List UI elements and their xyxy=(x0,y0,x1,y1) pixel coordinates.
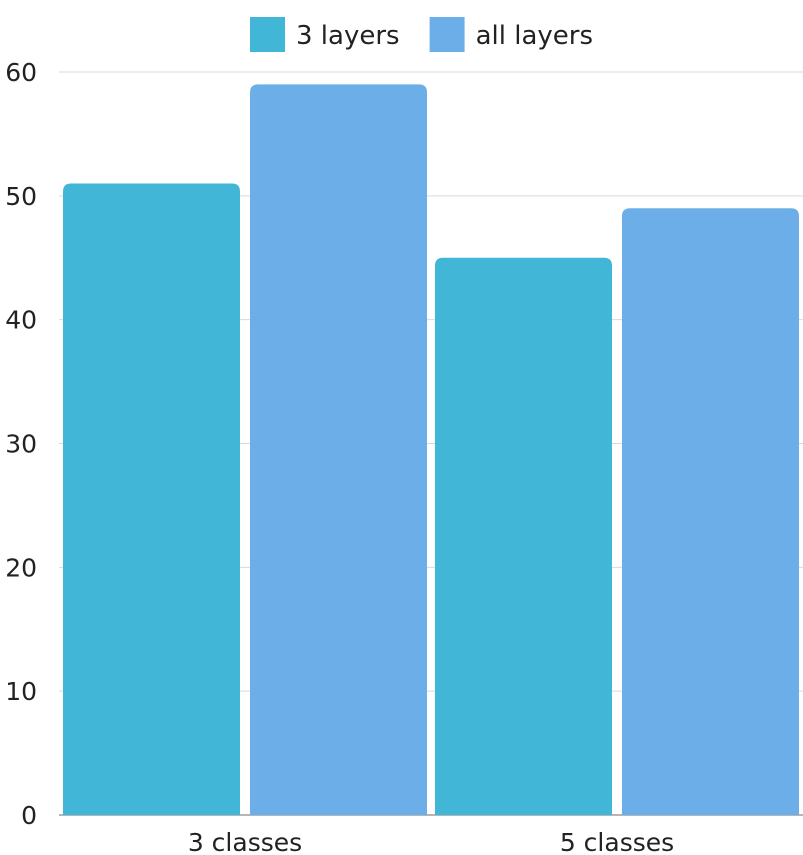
y-tick-label-60: 60 xyxy=(5,58,37,87)
x-tick-label-1: 5 classes xyxy=(560,828,674,855)
y-tick-label-30: 30 xyxy=(5,430,37,459)
legend-label-1: all layers xyxy=(476,21,593,51)
bar-0-1 xyxy=(250,84,427,816)
legend-swatch-0 xyxy=(250,17,285,52)
y-tick-label-40: 40 xyxy=(5,306,37,335)
bar-0-0 xyxy=(63,183,240,815)
y-axis-ticks: 0 10 20 30 40 50 60 xyxy=(5,58,37,830)
y-tick-label-10: 10 xyxy=(5,677,37,706)
y-tick-label-0: 0 xyxy=(21,801,37,830)
x-axis-ticks: 3 classes 5 classes xyxy=(188,828,674,855)
legend-swatch-1 xyxy=(429,17,465,52)
bar-1-1 xyxy=(622,208,799,815)
x-tick-label-0: 3 classes xyxy=(188,828,302,855)
y-tick-label-20: 20 xyxy=(5,553,37,582)
bars xyxy=(63,84,799,816)
y-tick-label-50: 50 xyxy=(5,182,37,211)
legend: 3 layers all layers xyxy=(250,17,593,52)
legend-label-0: 3 layers xyxy=(296,21,400,51)
bar-1-0 xyxy=(435,257,612,815)
